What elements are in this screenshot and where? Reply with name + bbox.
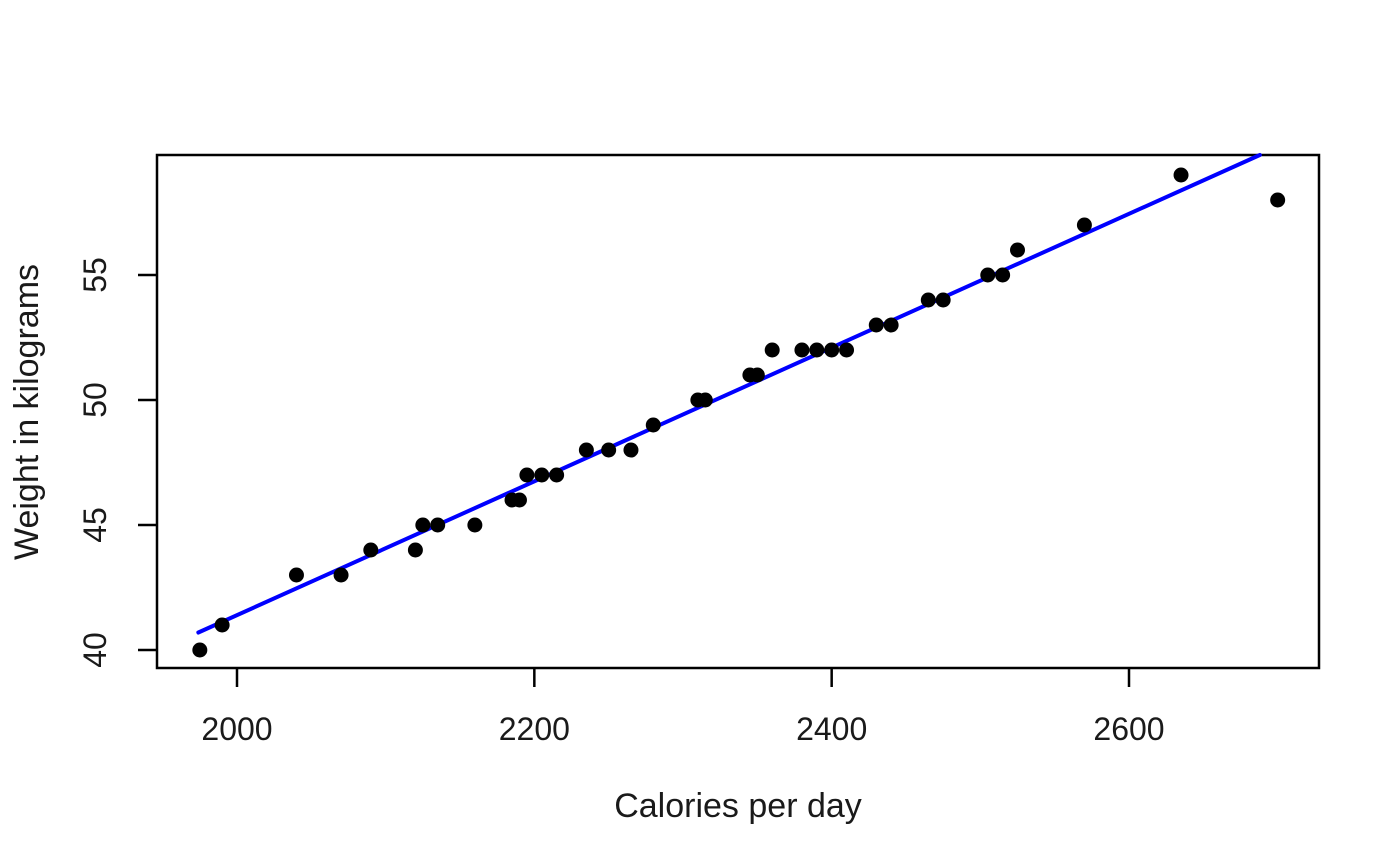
data-point — [935, 292, 951, 308]
data-point — [764, 342, 780, 358]
x-tick-label: 2600 — [1093, 711, 1164, 747]
data-point — [288, 567, 304, 583]
data-point — [578, 442, 594, 458]
data-point — [1010, 242, 1026, 258]
x-axis-label: Calories per day — [614, 787, 862, 825]
y-tick-label: 50 — [77, 382, 113, 418]
data-point — [467, 517, 483, 533]
data-point — [868, 317, 884, 333]
data-point — [995, 267, 1011, 283]
data-point — [511, 492, 527, 508]
data-point — [519, 467, 535, 483]
data-point — [415, 517, 431, 533]
data-point — [333, 567, 349, 583]
data-point — [430, 517, 446, 533]
data-point — [883, 317, 899, 333]
regression-line — [196, 153, 1262, 635]
regression-line-group — [196, 153, 1262, 635]
data-point — [1173, 167, 1189, 183]
data-point — [920, 292, 936, 308]
y-tick-label: 55 — [77, 257, 113, 293]
points-group — [192, 167, 1286, 658]
data-point — [1270, 192, 1286, 208]
data-point — [363, 542, 379, 558]
data-point — [839, 342, 855, 358]
y-tick-label: 45 — [77, 507, 113, 543]
data-point — [809, 342, 825, 358]
data-point — [824, 342, 840, 358]
data-point — [980, 267, 996, 283]
data-point — [1076, 217, 1092, 233]
axes-layer: 2000 2200 2400 2600 40 45 50 55 — [77, 153, 1321, 747]
data-point — [214, 617, 230, 633]
plot-border — [155, 153, 1321, 670]
x-tick-label: 2000 — [201, 711, 272, 747]
data-point — [697, 392, 713, 408]
data-point — [794, 342, 810, 358]
data-point — [407, 542, 423, 558]
x-tick-label: 2400 — [796, 711, 867, 747]
y-axis-label: Weight in kilograms — [8, 264, 46, 560]
data-point — [192, 642, 208, 658]
data-point — [645, 417, 661, 433]
y-tick-label: 40 — [77, 632, 113, 668]
data-point — [601, 442, 617, 458]
data-point — [623, 442, 639, 458]
data-point — [549, 467, 565, 483]
x-tick-label: 2200 — [499, 711, 570, 747]
data-point — [749, 367, 765, 383]
data-point — [534, 467, 550, 483]
